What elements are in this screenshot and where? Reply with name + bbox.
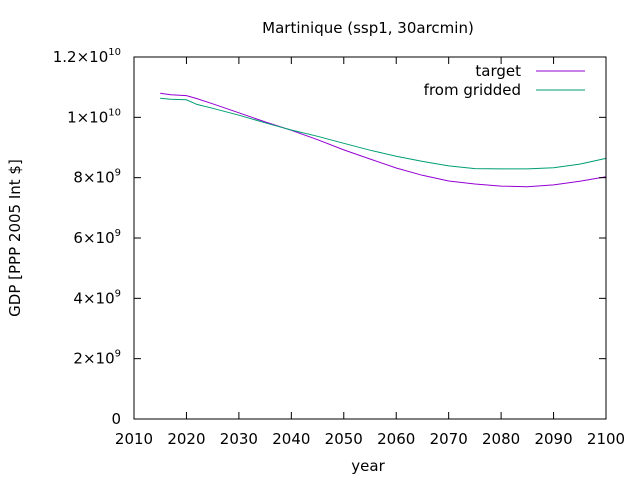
y-tick-label: 6×109: [73, 228, 121, 247]
x-tick-label: 2050: [325, 430, 363, 448]
x-tick-label: 2040: [272, 430, 310, 448]
y-tick-label: 8×109: [73, 168, 121, 187]
y-axis-ticks: 0 2×109 4×109 6×109 8×109 1×1010 1.2×1010: [53, 47, 606, 428]
legend-label: target: [475, 62, 521, 80]
y-tick-label: 2×109: [73, 349, 121, 368]
x-axis-label: year: [351, 457, 385, 475]
x-tick-label: 2060: [377, 430, 415, 448]
x-tick-label: 2010: [115, 430, 153, 448]
y-axis-label: GDP [PPP 2005 Int $]: [6, 159, 24, 317]
y-tick-label: 0: [111, 410, 121, 428]
x-tick-label: 2090: [534, 430, 572, 448]
y-tick-label: 4×109: [73, 288, 121, 307]
series-line-from-gridded: [160, 97, 607, 170]
y-tick-label: 1.2×1010: [53, 47, 121, 66]
x-tick-label: 2080: [482, 430, 520, 448]
x-tick-label: 2020: [167, 430, 205, 448]
x-axis-ticks: 2010 2020 2030 2040 2050 2060 2070 2080 2090 2100: [115, 57, 625, 448]
y-tick-label: 1×1010: [67, 107, 121, 126]
x-tick-label: 2100: [587, 430, 625, 448]
series-line-target: [160, 92, 607, 188]
plot-frame: [133, 56, 607, 420]
plot-lines: [160, 92, 607, 188]
x-tick-label: 2070: [430, 430, 468, 448]
chart-title: Martinique (ssp1, 30arcmin): [262, 19, 474, 37]
x-tick-label: 2030: [220, 430, 258, 448]
legend-label: from gridded: [424, 81, 521, 99]
